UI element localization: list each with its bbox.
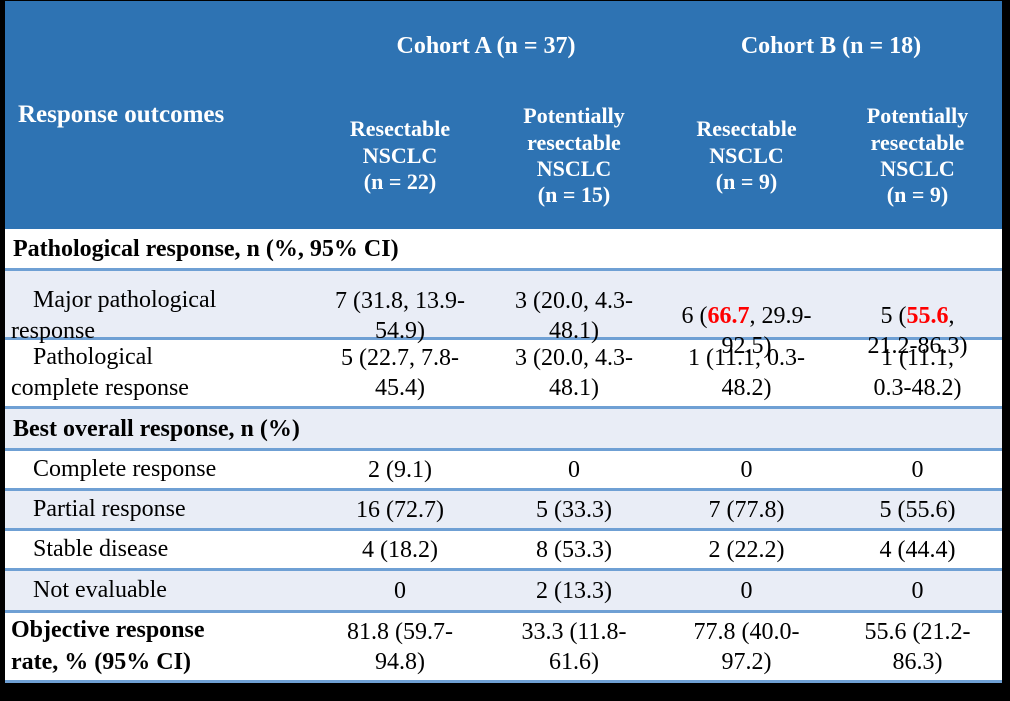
column-header-resectable-a: Resectable NSCLC (n = 22)	[349, 116, 451, 195]
highlighted-value: 66.7	[707, 303, 750, 329]
cell-resectable-b: 7 (77.8)	[708, 496, 785, 523]
cell-resectable-b: 77.8 (40.0- 97.2)	[693, 618, 800, 675]
cell-potentially-resectable-a: 0	[568, 456, 580, 483]
row-label: Not evaluable	[33, 576, 167, 603]
cell-resectable-a: 5 (22.7, 7.8- 45.4)	[341, 345, 459, 401]
table-row-major-pathological-response: Major pathological response 7 (31.8, 13.…	[5, 271, 1002, 359]
cell-resectable-a: 7 (31.8, 13.9- 54.9)	[335, 288, 465, 344]
cell-resectable-b: 1 (11.1, 0.3- 48.2)	[687, 345, 806, 401]
table-row-partial-response: Partial response 16 (72.7) 5 (33.3) 7 (7…	[5, 491, 1002, 531]
row-label: Partial response	[33, 495, 186, 522]
cell-text: 5 (	[880, 303, 907, 329]
cohort-a-header: Cohort A (n = 37)	[396, 32, 576, 59]
column-header-potentially-resectable-a: Potentially resectable NSCLC (n = 15)	[523, 103, 625, 208]
table-row-pathological-complete-response: Pathological complete response 5 (22.7, …	[5, 340, 1002, 409]
cell-text: , 29.9- 92.5)	[721, 303, 812, 359]
table-row-complete-response: Complete response 2 (9.1) 0 0 0	[5, 451, 1002, 491]
section-row-pathological-response: Pathological response, n (%, 95% CI)	[5, 229, 1002, 271]
cell-text: 6 (	[681, 303, 708, 329]
cell-resectable-a: 2 (9.1)	[368, 456, 432, 483]
cell-resectable-b: 0	[740, 577, 753, 604]
cell-potentially-resectable-b: 5 (55.6, 21.2-86.3)	[833, 271, 1002, 361]
cell-potentially-resectable-a: 3 (20.0, 4.3- 48.1)	[515, 345, 633, 401]
cell-resectable-a: 4 (18.2)	[362, 536, 438, 563]
cell-resectable-b: 2 (22.2)	[708, 536, 785, 563]
response-outcomes-header: Response outcomes	[18, 101, 225, 128]
cell-potentially-resectable-a: 8 (53.3)	[536, 536, 612, 563]
cell-potentially-resectable-b: 4 (44.4)	[879, 536, 956, 563]
cell-resectable-b: 6 (66.7, 29.9- 92.5)	[660, 271, 833, 361]
cell-potentially-resectable-b: 1 (11.1, 0.3-48.2)	[873, 345, 962, 401]
cell-text: , 21.2-86.3)	[867, 303, 968, 359]
cell-resectable-a: 0	[394, 577, 406, 604]
table-row-objective-response-rate: Objective response rate, % (95% CI) 81.8…	[5, 613, 1002, 683]
cell-potentially-resectable-a: 2 (13.3)	[536, 577, 612, 604]
row-label: Complete response	[33, 455, 217, 482]
cell-potentially-resectable-a: 33.3 (11.8- 61.6)	[521, 618, 627, 675]
row-label: Major pathological response	[11, 286, 217, 344]
row-label: Objective response rate, % (95% CI)	[11, 617, 205, 675]
response-outcomes-table: Response outcomes Cohort A (n = 37) Coho…	[5, 1, 1002, 683]
cell-potentially-resectable-b: 0	[911, 577, 924, 604]
cell-resectable-a: 16 (72.7)	[356, 496, 444, 523]
table-row-stable-disease: Stable disease 4 (18.2) 8 (53.3) 2 (22.2…	[5, 531, 1002, 571]
table-header: Response outcomes Cohort A (n = 37) Coho…	[5, 1, 1002, 229]
cell-potentially-resectable-b: 0	[911, 456, 924, 483]
row-label: Pathological complete response	[11, 343, 189, 401]
column-header-resectable-b: Resectable NSCLC (n = 9)	[696, 116, 797, 195]
cell-potentially-resectable-a: 3 (20.0, 4.3- 48.1)	[515, 288, 633, 344]
cell-potentially-resectable-a: 5 (33.3)	[536, 496, 612, 523]
highlighted-value: 55.6	[906, 303, 949, 329]
cell-potentially-resectable-b: 5 (55.6)	[879, 496, 956, 523]
cohort-b-header: Cohort B (n = 18)	[740, 32, 922, 59]
row-label: Stable disease	[33, 535, 169, 562]
table-row-not-evaluable: Not evaluable 0 2 (13.3) 0 0	[5, 571, 1002, 613]
section-row-best-overall-response: Best overall response, n (%)	[5, 409, 1002, 451]
section-label: Best overall response, n (%)	[13, 415, 300, 442]
cell-resectable-a: 81.8 (59.7- 94.8)	[347, 618, 453, 675]
section-label: Pathological response, n (%, 95% CI)	[13, 235, 399, 262]
cell-potentially-resectable-b: 55.6 (21.2- 86.3)	[864, 618, 971, 675]
column-header-potentially-resectable-b: Potentially resectable NSCLC (n = 9)	[866, 103, 969, 208]
cell-resectable-b: 0	[740, 456, 753, 483]
